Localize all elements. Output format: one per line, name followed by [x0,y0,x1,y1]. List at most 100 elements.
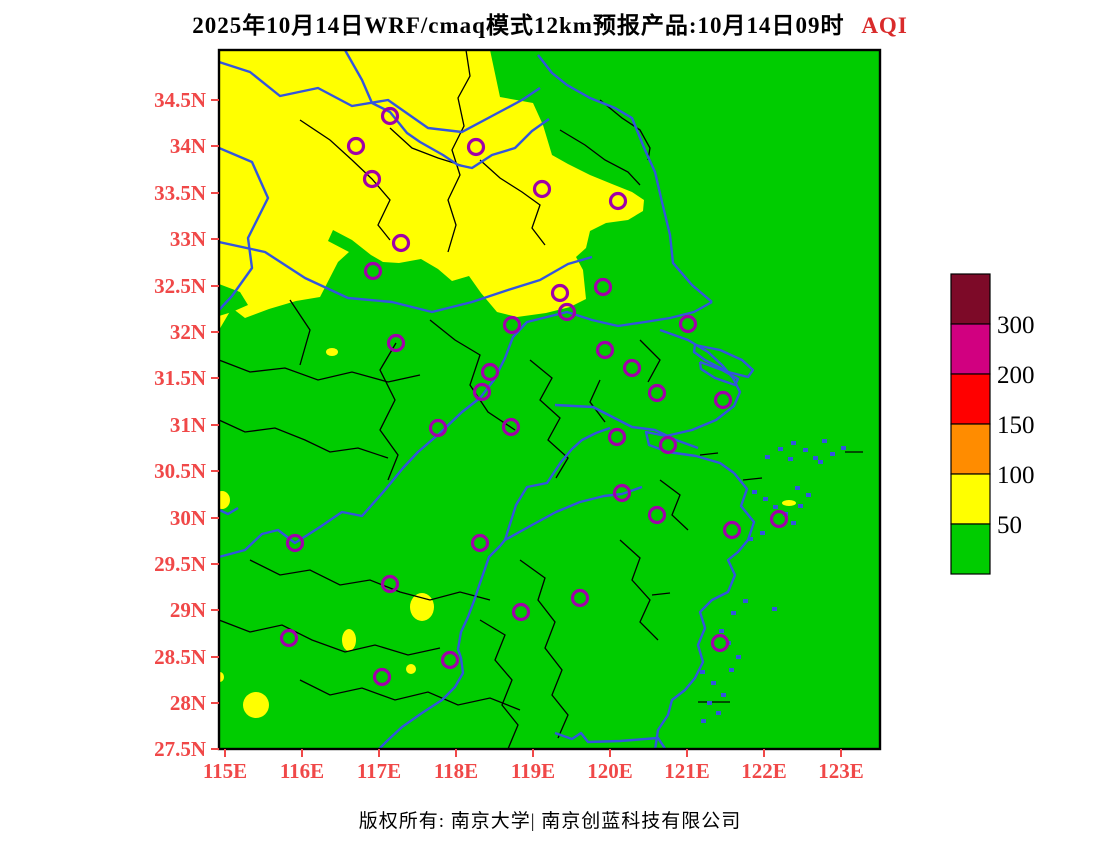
island-speck [818,460,823,464]
island-speck [813,456,818,460]
province-river-line [219,146,270,311]
city-marker [362,169,382,189]
county-boundary-line [519,559,569,739]
county-boundary-line [589,379,606,423]
legend-value-label: 100 [997,462,1035,489]
island-speck [798,504,803,508]
province-river-line [554,403,699,450]
y-axis-label: 28.5N [154,645,206,669]
city-marker [769,509,789,529]
island-speck [806,493,811,497]
city-marker [502,315,522,335]
x-axis-label: 119E [511,759,555,783]
city-marker [440,650,460,670]
province-river-line [504,485,643,542]
legend-color-swatch [950,473,991,525]
city-marker [647,383,667,403]
island-speck [752,490,757,494]
province-river-line [554,731,667,749]
county-boundary-line [429,319,516,431]
county-boundary-line [219,359,421,383]
island-speck [772,607,777,611]
city-marker [658,435,678,455]
x-axis-label: 122E [741,759,787,783]
island-speck [707,701,712,705]
city-marker [480,362,500,382]
island-speck [760,531,765,535]
county-boundary-line [529,359,569,479]
y-axis-label: 34N [170,134,206,158]
island-speck [743,599,748,603]
y-axis-label: 29.5N [154,552,206,576]
aqi-yellow-patch [219,672,224,682]
province-river-line [537,54,713,303]
x-axis-label: 116E [280,759,324,783]
island-speck [778,447,783,451]
page-title: 2025年10月14日WRF/cmaq模式12km预报产品:10月14日09时 … [0,6,1100,40]
province-river-line [653,472,756,749]
city-marker [472,382,492,402]
city-marker [595,340,615,360]
city-marker [346,136,366,156]
island-speck [716,711,721,715]
island-speck [773,505,778,509]
city-marker [532,179,552,199]
island-speck [763,497,768,501]
county-boundary-line [219,419,389,459]
island-speck [841,446,846,450]
city-marker [678,314,698,334]
city-marker [622,358,642,378]
island-speck [711,681,716,685]
province-river-line [343,50,550,170]
copyright-footer: 版权所有: 南京大学| 南京创蓝科技有限公司 [0,806,1100,833]
county-boundary-line [651,592,671,596]
y-axis-label: 31N [170,413,206,437]
county-boundary-line [619,539,659,641]
county-boundary-line [249,559,491,601]
city-marker [470,533,490,553]
city-marker [511,602,531,622]
city-marker [466,137,486,157]
island-speck [736,655,741,659]
province-river-line [219,240,593,314]
aqi-yellow-patch [782,500,796,506]
island-speck [822,439,827,443]
city-marker [710,633,730,653]
aqi-yellow-band [219,50,644,330]
city-marker [386,333,406,353]
x-axis-label: 121E [664,759,710,783]
y-axis-label: 32.5N [154,274,206,298]
city-marker [501,417,521,437]
city-marker [285,533,305,553]
x-axis-label: 120E [587,759,633,783]
aqi-yellow-patch [326,348,338,356]
legend-color-swatch [950,323,991,375]
x-axis-label: 117E [357,759,401,783]
city-marker [372,667,392,687]
county-boundary-line [299,679,521,711]
copyright-text: 版权所有: 南京大学| 南京创蓝科技有限公司 [358,811,742,832]
province-river-line [377,539,506,749]
county-boundary-line [639,339,661,383]
city-marker [279,628,299,648]
county-boundary-line [479,159,546,246]
city-marker [647,505,667,525]
county-boundary-line [559,129,641,186]
title-text: 2025年10月14日WRF/cmaq模式12km预报产品:10月14日09时 [192,13,845,38]
province-river-line [698,360,740,387]
island-speck [803,448,808,452]
city-marker [380,106,400,126]
city-marker [428,418,448,438]
legend-color-swatch [950,423,991,475]
city-marker [363,261,383,281]
county-boundary-line [219,619,441,656]
island-speck [748,537,753,541]
island-speck [701,719,706,723]
y-axis-label: 30.5N [154,459,206,483]
y-axis-label: 34.5N [154,88,206,112]
province-river-line [692,343,755,379]
title-variable-tag: AQI [861,13,908,38]
legend-value-label: 300 [997,312,1035,339]
